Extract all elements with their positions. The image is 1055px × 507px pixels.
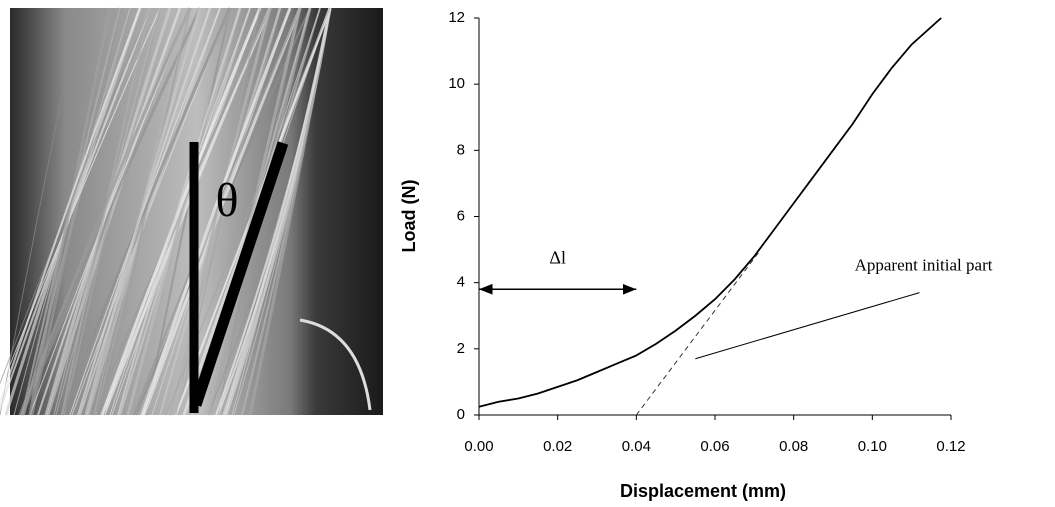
x-tick-label: 0.02 — [543, 438, 572, 455]
y-tick-label: 12 — [448, 9, 465, 26]
fiber — [44, 7, 172, 416]
pointer-line — [695, 292, 920, 360]
x-axis-title: Displacement (mm) — [620, 481, 786, 501]
load-curve — [478, 17, 942, 408]
x-tick-label: 0.06 — [700, 438, 729, 455]
y-tick-label: 2 — [457, 340, 465, 357]
fiber — [0, 7, 141, 407]
fiber — [60, 7, 232, 416]
micrograph: θ — [0, 7, 383, 416]
tangent-line — [635, 252, 759, 416]
fiber — [165, 7, 331, 416]
y-tick-label: 6 — [457, 207, 465, 224]
fiber — [93, 7, 191, 416]
fiber — [20, 7, 202, 416]
x-tick-label: 0.04 — [622, 438, 651, 455]
apparent-initial-part-label: Apparent initial part — [855, 255, 993, 274]
fiber — [168, 7, 282, 416]
fiber — [231, 7, 331, 416]
fiber — [206, 7, 302, 416]
fiber — [46, 7, 182, 416]
theta-label: θ — [216, 174, 239, 227]
fibers — [0, 7, 372, 416]
fiber — [166, 7, 272, 416]
x-tick-label: 0.00 — [464, 438, 493, 455]
fiber — [86, 7, 212, 416]
delta-l-label: Δl — [549, 247, 566, 267]
y-tick-label: 4 — [457, 274, 465, 291]
fiber — [84, 7, 202, 416]
x-tick-label: 0.12 — [936, 438, 965, 455]
fiber — [4, 7, 142, 416]
chart: Displacement (mm) Load (N) 0 2 4 6 8 10 12 0.00… — [399, 9, 993, 501]
fiber — [126, 7, 242, 416]
y-tick-label: 8 — [457, 141, 465, 158]
fiber — [102, 7, 272, 416]
x-tick-label: 0.10 — [858, 438, 887, 455]
fiber — [18, 7, 192, 416]
y-tick-label: 10 — [448, 75, 465, 92]
fiber — [28, 7, 112, 416]
y-tick-label: 0 — [457, 406, 465, 423]
x-tick-label: 0.08 — [779, 438, 808, 455]
fiber — [100, 7, 262, 416]
fiber — [142, 7, 302, 416]
fiber — [117, 7, 241, 416]
y-axis-title: Load (N) — [399, 180, 419, 253]
fiber — [0, 7, 81, 416]
theta-slant-line — [190, 141, 289, 407]
fiber — [140, 7, 292, 416]
fiber-loop — [299, 318, 372, 411]
